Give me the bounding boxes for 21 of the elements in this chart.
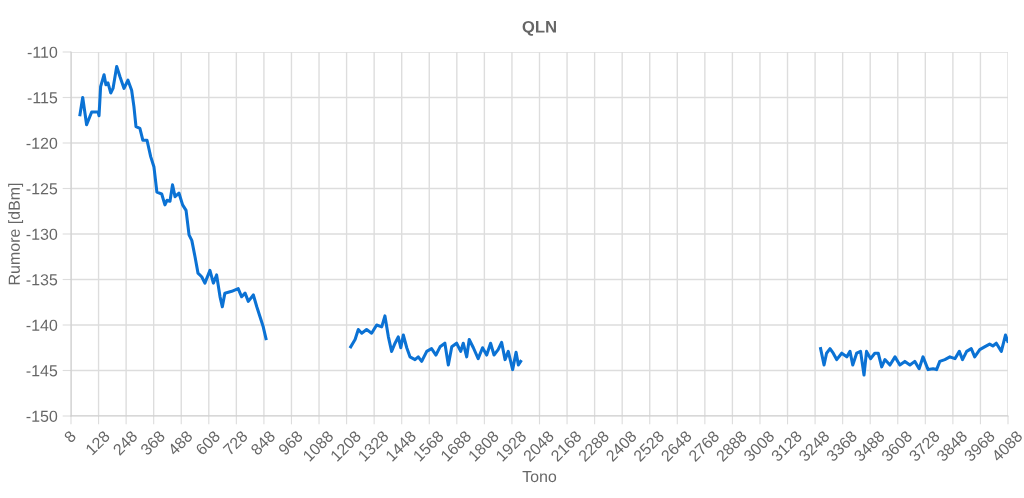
x-tick-label: 488 (167, 429, 194, 457)
chart-title: QLN (522, 20, 556, 36)
y-tick-label: -130 (26, 228, 58, 240)
x-tick-label: 848 (250, 429, 276, 456)
x-tick-label: 368 (139, 429, 166, 456)
x-tick-label: 248 (112, 429, 139, 456)
x-tick-label: 968 (277, 429, 304, 456)
x-tick-label: 8 (63, 429, 77, 444)
y-tick-label: -125 (26, 183, 58, 195)
y-tick-label: -140 (26, 319, 58, 331)
y-axis-title: Rumore [dBm] (8, 183, 24, 285)
x-axis-title: Tono (522, 470, 557, 483)
x-tick-label: 608 (194, 429, 221, 456)
y-tick-label: -110 (27, 46, 58, 58)
x-tick-label: 128 (85, 429, 111, 456)
y-tick-label: -120 (26, 137, 58, 149)
y-tick-label: -145 (26, 365, 58, 377)
x-tick-label: 728 (222, 429, 249, 456)
y-tick-label: -150 (26, 410, 58, 422)
y-tick-label: -115 (27, 92, 58, 104)
y-tick-label: -135 (26, 274, 58, 286)
